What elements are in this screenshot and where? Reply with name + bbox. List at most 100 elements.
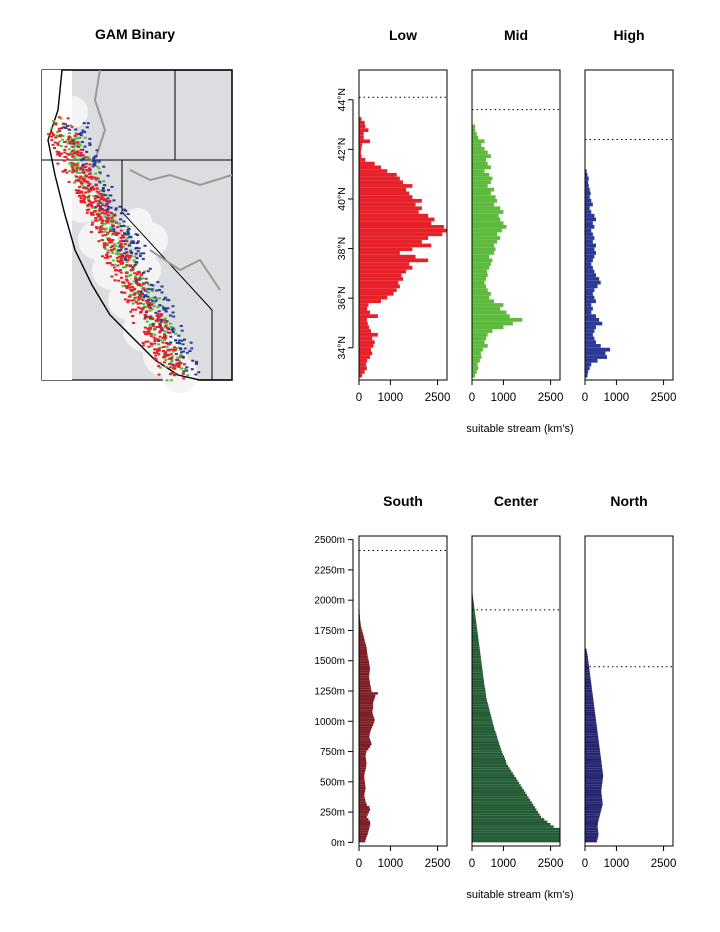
bar [472, 362, 478, 367]
suitable-stream-segment [62, 126, 66, 129]
bar [359, 340, 375, 345]
x-tick-label: 0 [582, 858, 588, 870]
suitable-stream-segment [110, 264, 114, 267]
suitable-stream-segment [128, 256, 131, 259]
suitable-stream-segment [171, 348, 175, 351]
suitable-stream-segment [150, 303, 154, 306]
bar [472, 600, 474, 603]
bar [472, 757, 505, 761]
suitable-stream-segment [175, 362, 179, 365]
bar [472, 176, 493, 181]
suitable-stream-segment [169, 357, 173, 360]
suitable-stream-segment [98, 181, 102, 184]
suitable-stream-segment [126, 230, 130, 233]
bar [585, 184, 589, 188]
suitable-stream-segment [142, 252, 146, 255]
suitable-stream-segment [126, 237, 129, 240]
bar [472, 636, 479, 639]
suitable-stream-segment [107, 205, 110, 208]
suitable-stream-segment [101, 202, 104, 205]
bar [585, 202, 593, 207]
bar [585, 198, 592, 203]
y-tick-label: 38°N [336, 237, 348, 260]
suitable-stream-segment [105, 210, 109, 213]
suitable-stream-segment [136, 290, 140, 293]
bar [472, 202, 494, 207]
bar [359, 206, 422, 211]
suitable-stream-segment [151, 290, 155, 292]
suitable-stream-segment [181, 343, 185, 346]
bar [359, 815, 367, 819]
bar [472, 743, 500, 746]
suitable-stream-segment [57, 127, 61, 130]
bar [472, 796, 529, 799]
y-tick-label: 750m [320, 747, 345, 758]
suitable-stream-segment [149, 297, 153, 300]
bar [359, 117, 362, 121]
suitable-stream-segment [116, 226, 120, 229]
suitable-stream-segment [128, 242, 132, 245]
suitable-stream-segment [124, 233, 128, 236]
suitable-stream-segment [91, 213, 95, 216]
suitable-stream-segment [109, 194, 113, 197]
suitable-stream-segment [156, 312, 160, 315]
suitable-stream-segment [153, 296, 157, 299]
suitable-stream-segment [119, 262, 123, 265]
suitable-stream-segment [118, 205, 122, 208]
bar [472, 670, 483, 673]
bar [359, 321, 368, 326]
suitable-stream-segment [158, 330, 162, 333]
suitable-stream-segment [135, 262, 139, 265]
suitable-stream-segment [169, 341, 173, 344]
bar [585, 306, 593, 311]
bar [472, 355, 482, 359]
bar [585, 284, 598, 289]
suitable-stream-segment [136, 292, 139, 295]
suitable-stream-segment [78, 143, 82, 146]
suitable-stream-segment [144, 311, 148, 314]
suitable-stream-segment [114, 252, 118, 255]
bar [472, 648, 480, 652]
bar [359, 801, 366, 804]
suitable-stream-segment [130, 241, 133, 244]
bar [585, 362, 592, 367]
bar [359, 202, 416, 207]
suitable-stream-segment [164, 352, 168, 355]
suitable-stream-segment [159, 339, 163, 342]
suitable-stream-segment [97, 160, 101, 163]
bar [472, 321, 513, 326]
bar [472, 172, 490, 177]
bar [472, 801, 532, 804]
suitable-stream-segment [101, 187, 105, 189]
suitable-stream-segment [126, 285, 130, 287]
suitable-stream-segment [82, 199, 85, 202]
suitable-stream-segment [80, 131, 84, 134]
bar [472, 832, 560, 836]
bar [585, 195, 590, 199]
suitable-stream-segment [110, 241, 114, 244]
suitable-stream-segment [132, 280, 136, 283]
suitable-stream-segment [136, 240, 140, 243]
suitable-stream-segment [70, 125, 74, 128]
suitable-stream-segment [111, 224, 115, 227]
suitable-stream-segment [157, 319, 161, 322]
suitable-stream-segment [128, 295, 132, 298]
suitable-stream-segment [105, 217, 109, 220]
suitable-stream-segment [127, 274, 131, 277]
suitable-stream-segment [141, 308, 145, 311]
suitable-stream-segment [94, 176, 98, 179]
bar [359, 791, 365, 794]
suitable-stream-segment [169, 314, 172, 317]
suitable-stream-segment [129, 249, 132, 252]
suitable-stream-segment [98, 201, 102, 204]
bar [359, 124, 366, 129]
bar [585, 810, 601, 814]
suitable-stream-segment [76, 145, 80, 148]
suitable-stream-segment [154, 358, 158, 361]
suitable-stream-segment [79, 201, 83, 203]
suitable-stream-segment [148, 267, 152, 270]
suitable-stream-segment [58, 140, 62, 143]
county-line [129, 169, 233, 187]
suitable-stream-segment [131, 302, 135, 305]
suitable-stream-segment [136, 234, 140, 236]
